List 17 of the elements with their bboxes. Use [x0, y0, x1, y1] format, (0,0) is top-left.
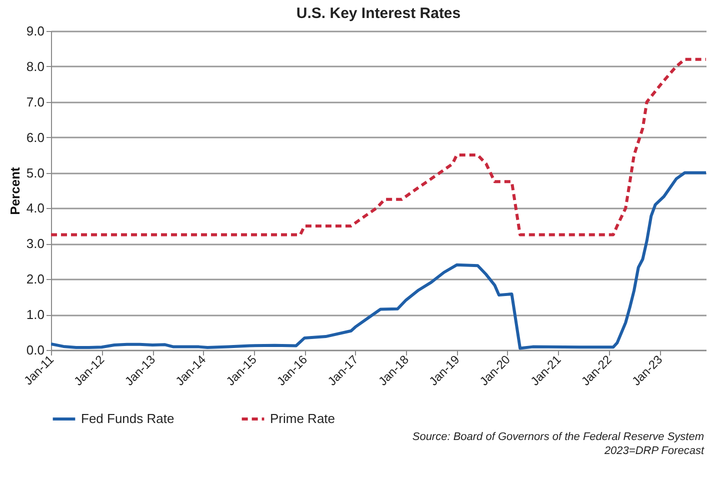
chart-title: U.S. Key Interest Rates	[296, 5, 461, 22]
legend-label: Prime Rate	[270, 411, 336, 426]
line-series	[51, 58, 706, 236]
y-tick-label: 2.0	[26, 272, 44, 287]
source-note: Source: Board of Governors of the Federal Reserve System	[411, 430, 704, 444]
y-tick-label: 0.0	[26, 342, 44, 358]
y-tick-label: 6.0	[26, 130, 44, 145]
y-tick-label: 9.0	[26, 24, 44, 38]
y-tick-label: 4.0	[26, 200, 44, 216]
y-axis-title: Percent	[7, 166, 22, 215]
y-tick-label: 7.0	[26, 94, 44, 110]
y-tick-label: 8.0	[26, 58, 44, 74]
y-tick-label: 3.0	[26, 236, 44, 252]
text: 2023=DRP Forecast	[603, 444, 704, 458]
legend-label: Fed Funds Rate	[81, 411, 174, 426]
y-tick-label: 1.0	[26, 307, 44, 322]
y-tick-label: 5.0	[26, 165, 44, 180]
